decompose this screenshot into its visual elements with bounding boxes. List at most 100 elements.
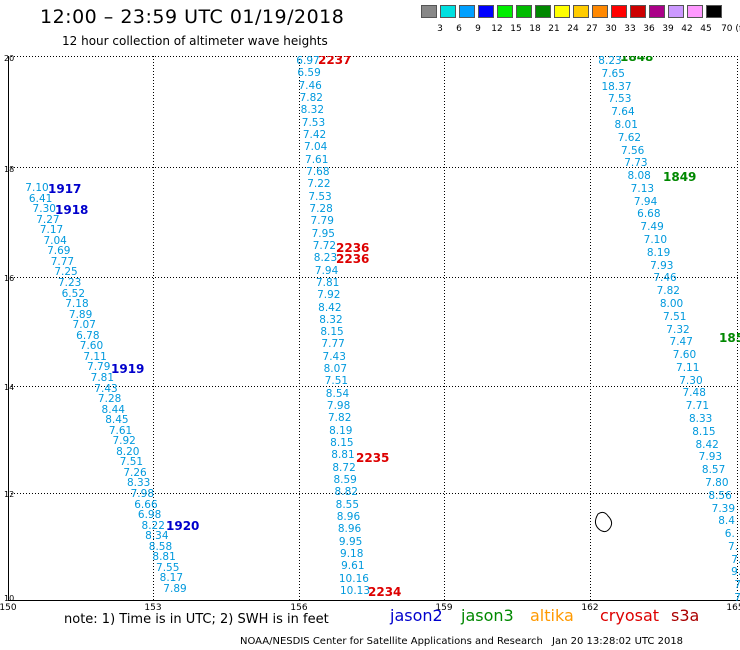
wave-height-value: 7.72	[312, 239, 337, 252]
pass-time-label: 1849	[663, 170, 697, 184]
longitude-tick-label: 150	[0, 603, 17, 613]
wave-height-value: 7.98	[326, 400, 351, 413]
wave-height-value: 8.19	[329, 424, 353, 437]
wave-height-value: 7.28	[309, 202, 333, 215]
wave-height-value: 6.78	[76, 329, 100, 342]
legend-tick-label: 45	[700, 24, 712, 34]
wave-height-value: 6.52	[61, 287, 86, 300]
legend-swatch	[459, 5, 475, 18]
wave-height-value: 7.11	[676, 361, 700, 374]
wave-height-value: 7.92	[317, 289, 341, 302]
latitude-tick-label: 14	[4, 383, 15, 392]
wave-height-value: 8.15	[320, 326, 344, 339]
legend-tick-label: 6	[456, 24, 462, 34]
wave-height-value: 7.13	[630, 182, 655, 195]
legend-swatch	[497, 5, 513, 18]
legend-tick-label: 70 (ft)	[721, 24, 740, 34]
wave-height-value: 7.43	[322, 350, 346, 363]
wave-height-value: 6.59	[297, 67, 321, 80]
pass-time-label: 1848	[620, 56, 654, 64]
wave-height-value: 8.15	[692, 425, 716, 438]
map-grid	[8, 56, 740, 601]
legend-swatch	[649, 5, 665, 18]
wave-height-value: 7.51	[324, 375, 349, 388]
legend-cryosat: cryosat	[600, 606, 660, 625]
wave-height-value: 10.13	[339, 585, 371, 597]
legend-tick-label: 18	[529, 24, 541, 34]
legend-swatch	[440, 5, 456, 18]
wave-height-value: 7.28	[97, 393, 122, 406]
wave-height-value: 7.61	[108, 424, 133, 437]
latitude-tick-label: 16	[4, 274, 15, 283]
wave-height-value: 6.98	[137, 509, 162, 522]
wave-height-value: 7.79	[87, 361, 111, 374]
legend-swatch	[535, 5, 551, 18]
wave-height-value: 7.	[728, 540, 739, 553]
wave-height-value: 7.82	[656, 285, 680, 298]
wave-height-value: 7.69	[47, 245, 71, 258]
wave-height-value: 7.53	[608, 93, 632, 106]
pass-time-label: 1920	[166, 519, 200, 533]
legend-swatch	[592, 5, 608, 18]
latitude-tick-label: 20	[4, 54, 15, 63]
wave-height-value: 7.	[731, 553, 740, 566]
latitude-tick-label: 10	[4, 594, 15, 603]
legend-swatch	[478, 5, 494, 18]
wave-height-value: 6.68	[637, 208, 661, 221]
wave-height-value: 9.95	[338, 535, 363, 548]
wave-height-value: 7.93	[698, 451, 723, 464]
pass-time-label: 2234	[368, 585, 402, 599]
wave-height-value: 8.45	[105, 414, 129, 427]
wave-height-value: 9.3	[731, 566, 740, 579]
wave-height-value: 6.97	[296, 56, 320, 67]
wave-height-value: 7.04	[303, 141, 328, 154]
legend-swatch	[573, 5, 589, 18]
wave-height-value: 7.17	[39, 224, 64, 237]
legend-swatch	[706, 5, 722, 18]
wave-height-value: 10.16	[338, 572, 369, 585]
longitude-tick-label: 165	[726, 603, 740, 613]
legend-tick-label: 39	[662, 24, 674, 34]
wave-height-value: 8.81	[331, 449, 355, 462]
legend-tick-label: 24	[567, 24, 579, 34]
legend-tick-label: 9	[475, 24, 481, 34]
wave-height-value: 7.07	[72, 319, 96, 332]
legend-swatch	[554, 5, 570, 18]
wave-height-value: 7.42	[302, 128, 327, 141]
wave-height-value: 8.42	[695, 438, 719, 451]
wave-height-value: 7.94	[633, 195, 658, 208]
wave-height-value: 8.57	[701, 464, 726, 477]
pass-time-label: 1918	[55, 203, 89, 217]
wave-height-value: 8.96	[337, 523, 362, 536]
wave-height-value: 9.61	[341, 560, 365, 573]
wave-height-value: 7.30	[679, 374, 703, 387]
wave-height-value: 7.10	[643, 234, 668, 246]
legend-tick-label: 30	[605, 24, 617, 34]
wave-height-value: 7.32	[666, 323, 690, 336]
wave-height-value: 7.55	[156, 561, 180, 574]
legend-swatch	[611, 5, 627, 18]
map-plot: 7.10 6.41 7.30 7.27 7.17 7.04 7.69 7.77 7.25 7.23…	[8, 56, 740, 601]
wave-height-value: 7.43	[94, 382, 118, 395]
longitude-tick-label: 153	[144, 603, 162, 613]
wave-height-value: 7.23	[57, 276, 82, 289]
legend-tick-label: 12	[491, 24, 503, 34]
legend-tick-label: 42	[681, 24, 693, 34]
wave-height-value: 8.01	[614, 118, 638, 131]
wave-height-value: 7.48	[682, 387, 706, 400]
wave-height-value: 8.72	[332, 461, 356, 474]
wave-height-value: 7.49	[640, 221, 664, 234]
wave-height-value: 7.80	[705, 476, 729, 489]
legend-jason2: jason2	[390, 606, 443, 625]
wave-height-value: 7.51	[663, 310, 687, 323]
wave-height-value: 7.98	[130, 488, 155, 501]
wave-height-value: 8.96	[336, 511, 361, 524]
wave-height-value: 7.26	[123, 466, 147, 479]
wave-height-value: 7.77	[321, 338, 345, 351]
legend-tick-label: 3	[437, 24, 443, 34]
legend-tick-label: 33	[624, 24, 636, 34]
longitude-tick-label: 162	[581, 603, 599, 613]
wave-height-value: 7.47	[669, 336, 693, 349]
wave-height-value: 8.82	[334, 486, 358, 499]
longitude-tick-label: 159	[435, 603, 453, 613]
